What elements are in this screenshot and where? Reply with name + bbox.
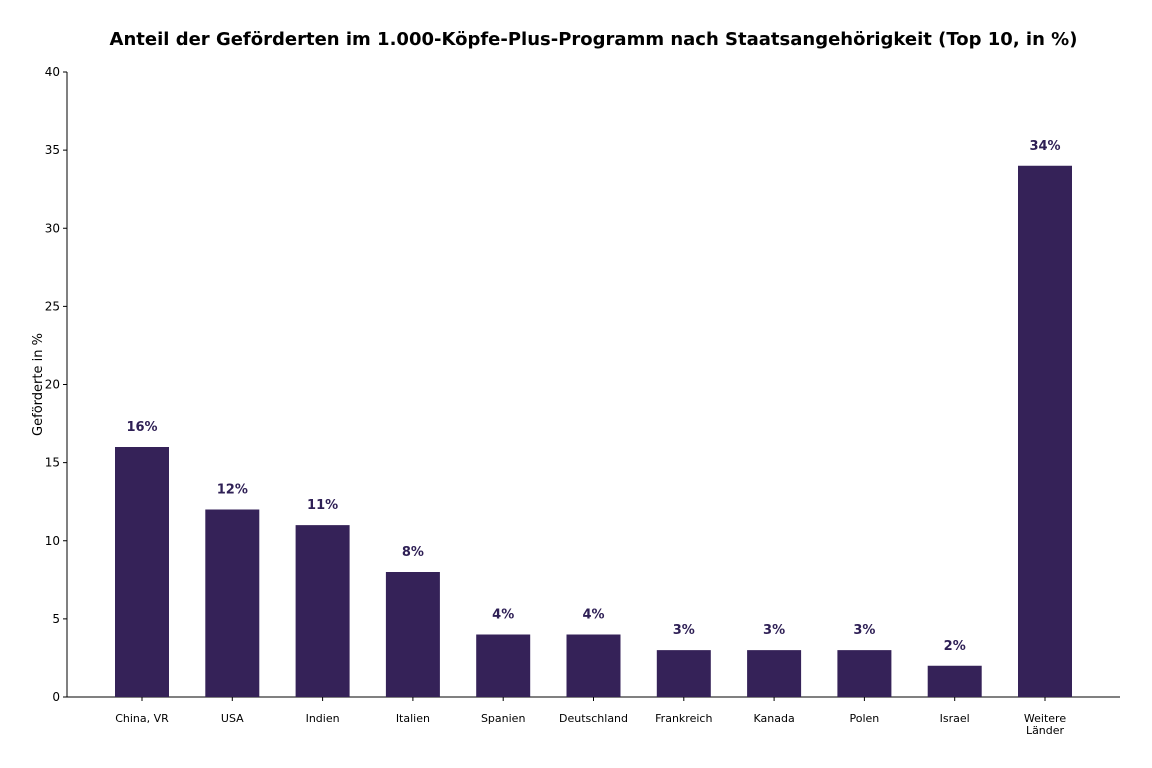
x-tick-label: Israel (940, 712, 970, 725)
y-tick-label: 0 (52, 690, 60, 704)
y-tick-label: 15 (45, 456, 60, 470)
x-tick-label: Spanien (481, 712, 526, 725)
data-label: 3% (673, 623, 695, 638)
y-tick-label: 30 (45, 221, 60, 235)
data-label: 8% (402, 545, 424, 560)
y-tick-label: 25 (45, 299, 60, 313)
y-axis-label: Geförderte in % (31, 333, 46, 436)
data-label: 12% (217, 483, 248, 498)
y-tick-label: 40 (45, 65, 60, 79)
x-tick-label: Polen (850, 712, 880, 725)
bar (656, 650, 711, 697)
x-tick-label: China, VR (115, 712, 169, 725)
data-label: 3% (763, 623, 785, 638)
bar (566, 634, 621, 697)
data-label: 11% (307, 498, 338, 513)
bar (295, 525, 350, 697)
data-label: 4% (492, 608, 514, 623)
x-tick-label: Kanada (753, 712, 794, 725)
data-label: 16% (126, 420, 157, 435)
bar (837, 650, 892, 697)
bar (1018, 165, 1072, 697)
x-tick-label: USA (221, 712, 244, 725)
y-tick-label: 5 (52, 612, 60, 626)
x-tick-label: Deutschland (559, 712, 628, 725)
x-tick-label: Italien (396, 712, 430, 725)
data-label: 4% (582, 608, 604, 623)
bar (115, 447, 169, 697)
x-tick-label: Länder (1026, 724, 1065, 737)
bar (747, 650, 802, 697)
y-tick-label: 10 (45, 534, 60, 548)
bar (385, 572, 440, 697)
x-tick-label: Indien (306, 712, 340, 725)
x-tick-label: Frankreich (655, 712, 712, 725)
bar (927, 665, 982, 697)
x-tick-label: Weitere (1024, 712, 1066, 725)
bar (205, 509, 260, 697)
data-label: 34% (1029, 139, 1060, 154)
y-tick-label: 35 (45, 143, 60, 157)
bar (476, 634, 531, 697)
chart-title: Anteil der Geförderten im 1.000-Köpfe-Pl… (109, 29, 1078, 50)
data-label: 2% (944, 639, 966, 654)
y-tick-label: 20 (45, 378, 60, 392)
data-label: 3% (853, 623, 875, 638)
